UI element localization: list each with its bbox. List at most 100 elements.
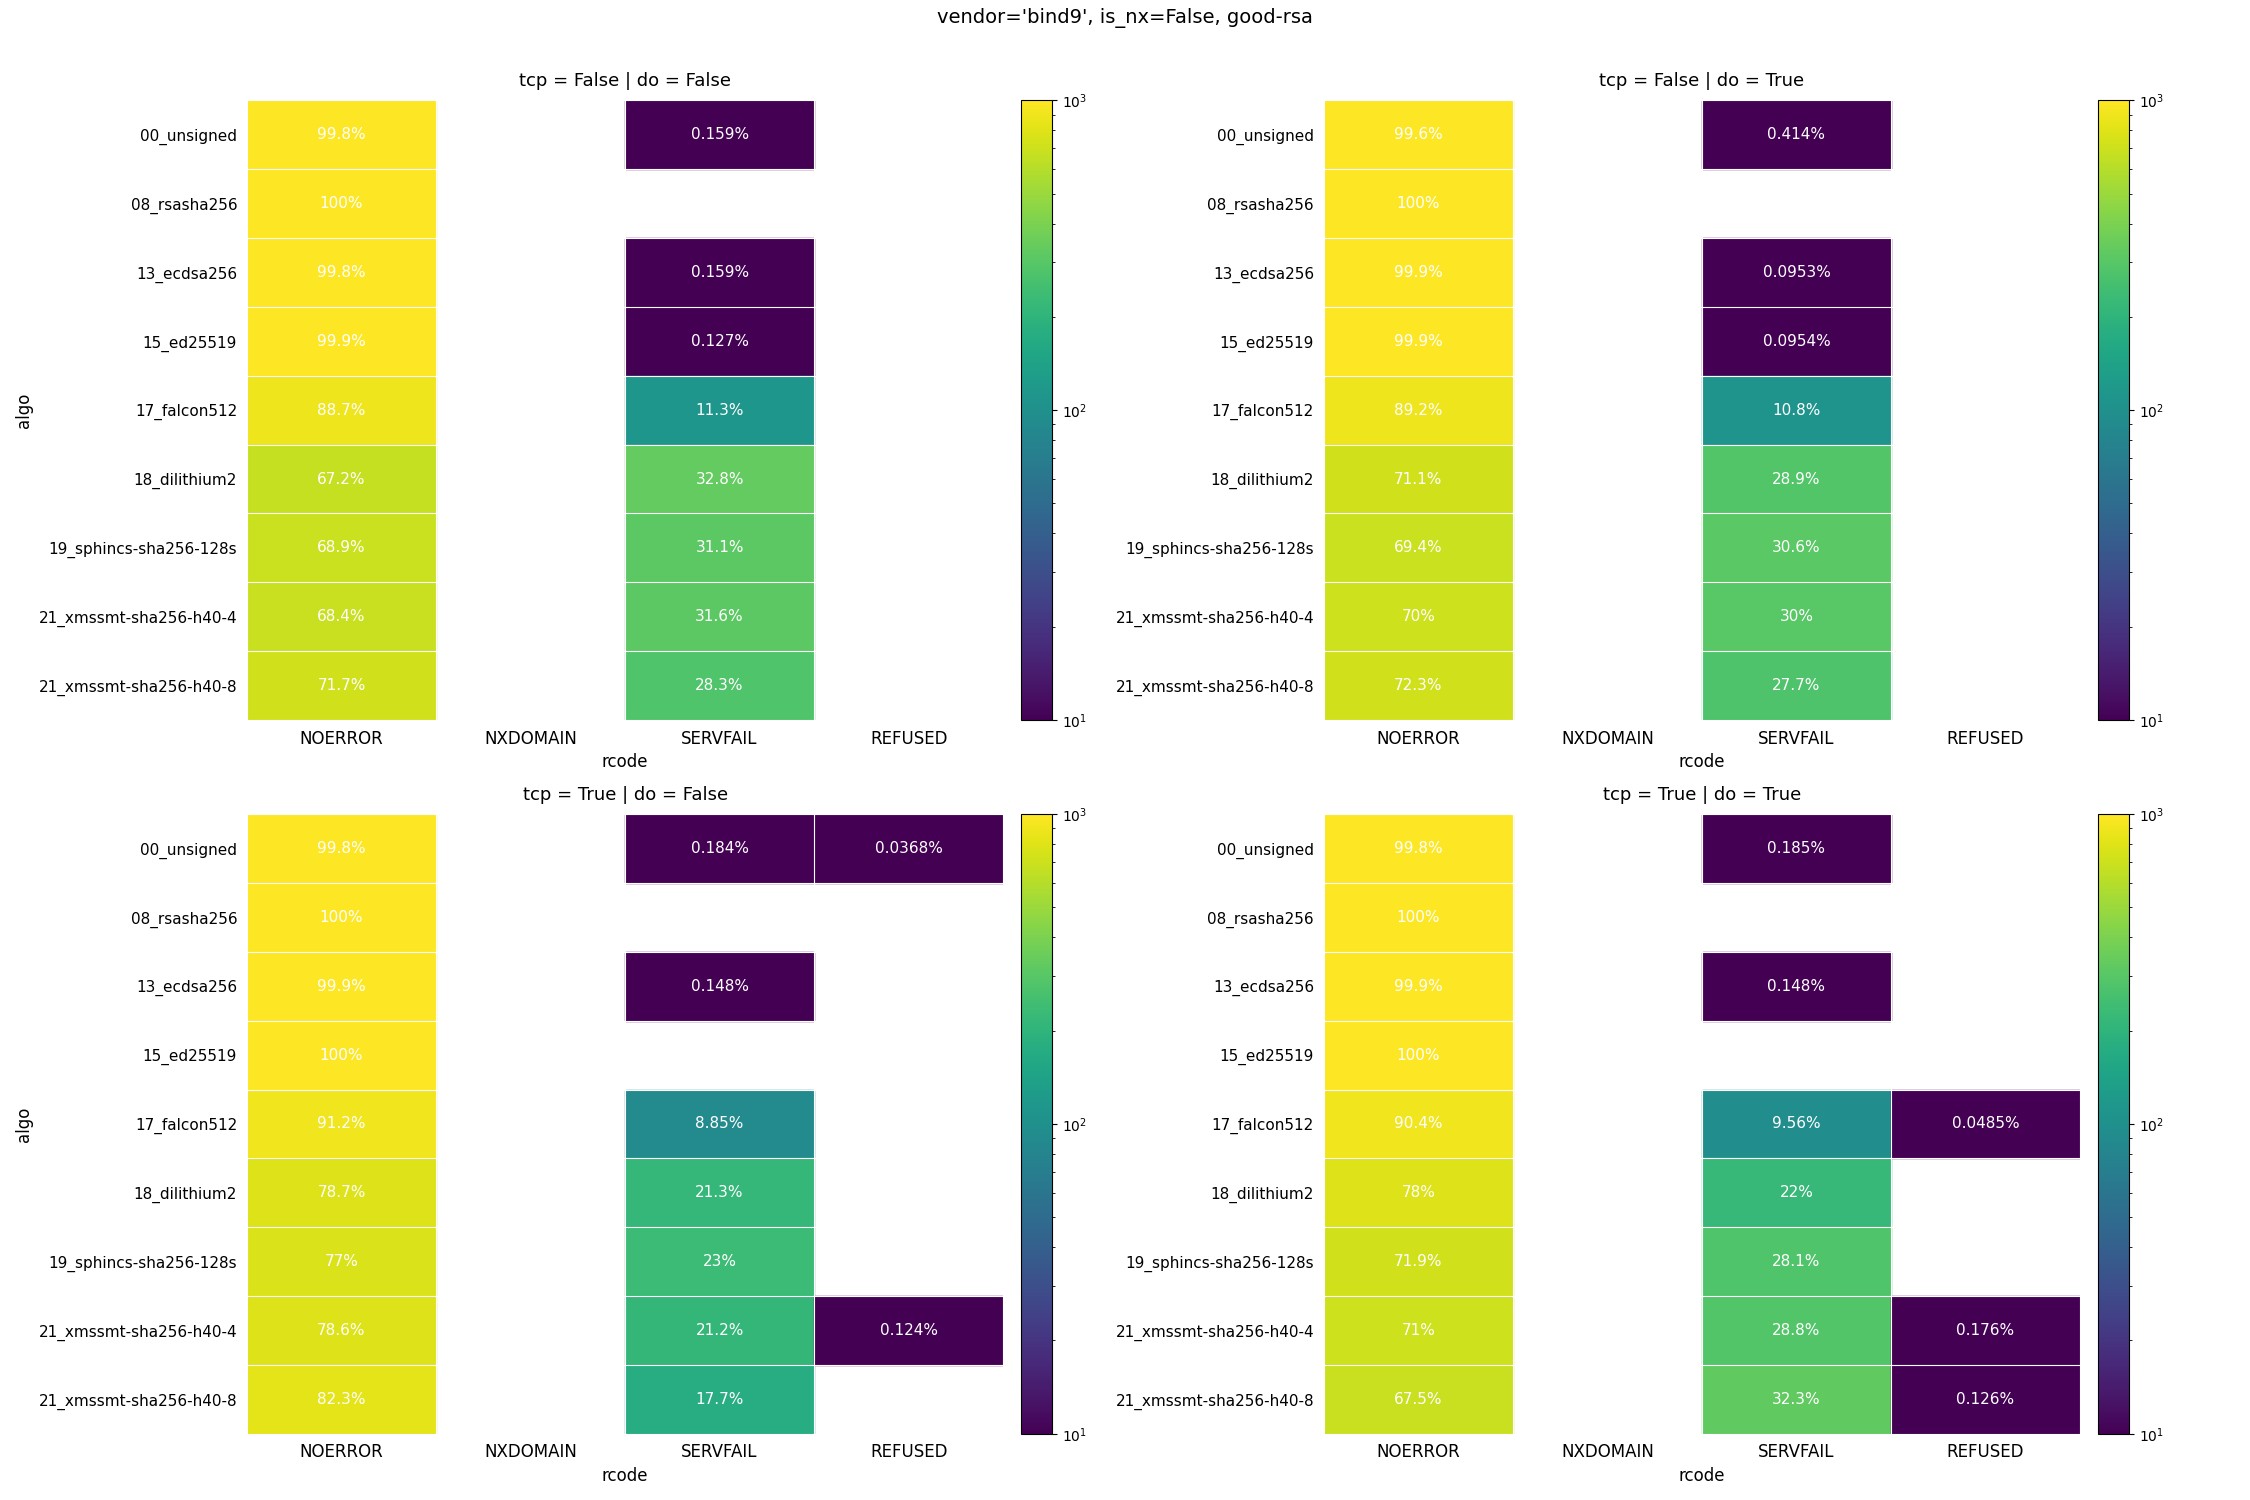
Text: 0.0368%: 0.0368% [875, 842, 943, 856]
Bar [626, 582, 814, 651]
Text: 99.9%: 99.9% [1395, 334, 1442, 350]
Text: 31.1%: 31.1% [695, 540, 745, 555]
Bar [1323, 582, 1512, 651]
Text: 91.2%: 91.2% [317, 1116, 367, 1131]
Bar [1890, 1089, 2079, 1158]
Bar [626, 815, 814, 884]
Text: 78%: 78% [1402, 1185, 1436, 1200]
Text: 0.159%: 0.159% [691, 128, 749, 142]
Text: 89.2%: 89.2% [1395, 402, 1442, 417]
Text: 78.7%: 78.7% [317, 1185, 367, 1200]
Text: 71.7%: 71.7% [317, 678, 367, 693]
Bar [1323, 1158, 1512, 1227]
Text: 11.3%: 11.3% [695, 402, 745, 417]
Bar [248, 884, 436, 952]
Text: 99.6%: 99.6% [1395, 128, 1442, 142]
Text: 0.0953%: 0.0953% [1762, 266, 1831, 280]
Bar [626, 1365, 814, 1434]
Bar [248, 308, 436, 376]
Text: 27.7%: 27.7% [1773, 678, 1820, 693]
Title: tcp = True | do = False: tcp = True | do = False [522, 786, 727, 804]
Text: 70%: 70% [1402, 609, 1436, 624]
Bar [626, 952, 814, 1020]
Bar [1323, 100, 1512, 170]
Bar [626, 1089, 814, 1158]
Text: 31.6%: 31.6% [695, 609, 745, 624]
Text: 9.56%: 9.56% [1773, 1116, 1820, 1131]
Title: tcp = True | do = True: tcp = True | do = True [1602, 786, 1800, 804]
Text: 88.7%: 88.7% [317, 402, 367, 417]
Bar [1323, 513, 1512, 582]
Bar [1890, 1365, 2079, 1434]
Bar [1323, 170, 1512, 238]
Text: 0.127%: 0.127% [691, 334, 749, 350]
Bar [1323, 1227, 1512, 1296]
Bar [1323, 952, 1512, 1020]
Text: 0.184%: 0.184% [691, 842, 749, 856]
Bar [1701, 100, 1890, 170]
Bar [248, 651, 436, 720]
Text: 22%: 22% [1780, 1185, 1814, 1200]
Text: 100%: 100% [1397, 196, 1440, 211]
Bar [1323, 1089, 1512, 1158]
Bar [1701, 952, 1890, 1020]
Text: 100%: 100% [319, 1047, 362, 1062]
Bar [248, 1158, 436, 1227]
Text: 21.2%: 21.2% [695, 1323, 745, 1338]
Bar [814, 815, 1004, 884]
Text: 82.3%: 82.3% [317, 1392, 367, 1407]
Text: 0.176%: 0.176% [1958, 1323, 2014, 1338]
Text: 100%: 100% [319, 196, 362, 211]
Text: 72.3%: 72.3% [1395, 678, 1442, 693]
Bar [248, 444, 436, 513]
Bar [248, 170, 436, 238]
Bar [1701, 444, 1890, 513]
Text: 0.0954%: 0.0954% [1762, 334, 1829, 350]
Text: 90.4%: 90.4% [1395, 1116, 1442, 1131]
Bar [248, 1020, 436, 1089]
Text: 78.6%: 78.6% [317, 1323, 367, 1338]
Bar [626, 1158, 814, 1227]
Bar [1701, 1227, 1890, 1296]
X-axis label: rcode: rcode [601, 1467, 648, 1485]
Text: 0.414%: 0.414% [1768, 128, 1825, 142]
Bar [626, 1296, 814, 1365]
Bar [248, 815, 436, 884]
Bar [1323, 651, 1512, 720]
Bar [1323, 1296, 1512, 1365]
Y-axis label: algo: algo [16, 393, 34, 427]
Text: 99.9%: 99.9% [1395, 978, 1442, 993]
Bar [1323, 376, 1512, 444]
Bar [626, 376, 814, 444]
Title: tcp = False | do = True: tcp = False | do = True [1600, 72, 1805, 90]
Text: 28.9%: 28.9% [1773, 471, 1820, 486]
Bar [1701, 1296, 1890, 1365]
Bar [248, 1365, 436, 1434]
Bar [1701, 238, 1890, 308]
Bar [626, 100, 814, 170]
Text: 100%: 100% [1397, 1047, 1440, 1062]
Bar [1701, 1365, 1890, 1434]
Text: 99.9%: 99.9% [1395, 266, 1442, 280]
Text: 32.8%: 32.8% [695, 471, 745, 486]
Bar [248, 1227, 436, 1296]
Text: 30.6%: 30.6% [1773, 540, 1820, 555]
Text: 99.8%: 99.8% [317, 842, 367, 856]
Text: 99.9%: 99.9% [317, 978, 367, 993]
Bar [1701, 582, 1890, 651]
X-axis label: rcode: rcode [1678, 1467, 1726, 1485]
X-axis label: rcode: rcode [1678, 753, 1726, 771]
Text: 100%: 100% [319, 910, 362, 926]
Text: 0.159%: 0.159% [691, 266, 749, 280]
Bar [1323, 238, 1512, 308]
Bar [1701, 651, 1890, 720]
Text: 99.8%: 99.8% [317, 266, 367, 280]
Text: 100%: 100% [1397, 910, 1440, 926]
Text: 10.8%: 10.8% [1773, 402, 1820, 417]
Bar [248, 100, 436, 170]
Bar [1701, 815, 1890, 884]
Text: vendor='bind9', is_nx=False, good-rsa: vendor='bind9', is_nx=False, good-rsa [936, 8, 1314, 27]
Bar [1701, 1158, 1890, 1227]
Text: 99.8%: 99.8% [1395, 842, 1442, 856]
Bar [1323, 1020, 1512, 1089]
